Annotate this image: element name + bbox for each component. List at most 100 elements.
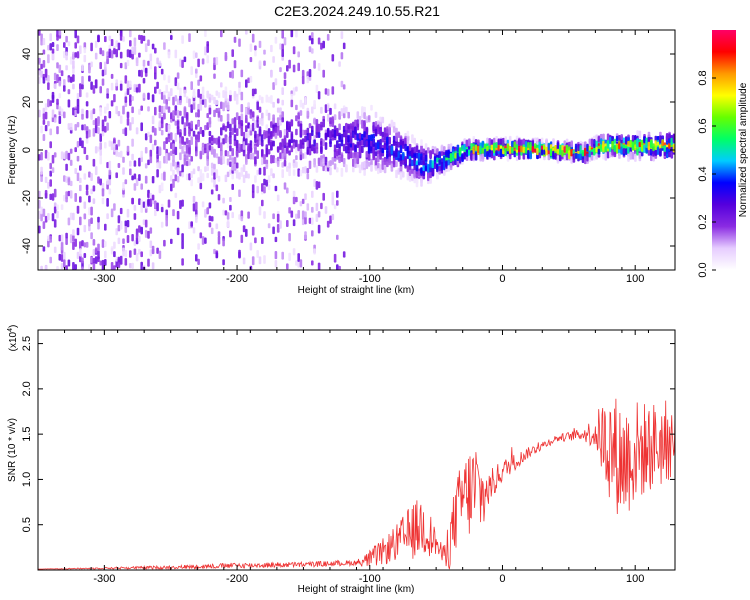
spectrogram-cell — [213, 109, 216, 118]
spectrogram-cell — [119, 51, 123, 59]
spectrogram-cell — [263, 178, 266, 186]
spectrogram-cell — [365, 140, 369, 148]
spectrogram-cell — [281, 30, 284, 39]
spectrogram-cell — [165, 84, 168, 94]
spectrogram-cell — [201, 147, 205, 156]
spectrogram-cell — [206, 122, 209, 130]
spectrogram-cell — [199, 152, 203, 160]
colorbar-tick-label: 0.8 — [697, 70, 709, 85]
spectrogram-cell — [399, 171, 403, 180]
spectrogram-cell — [479, 154, 482, 162]
spectrogram-cell — [44, 111, 48, 120]
spectrogram-cell — [97, 216, 100, 223]
spectrogram-cell — [206, 113, 209, 119]
spectrogram-cell — [174, 133, 178, 142]
spectrogram-cell — [44, 68, 48, 78]
spectrogram-cell — [493, 142, 496, 151]
spectrogram-cell — [295, 139, 298, 149]
spectrogram-cell — [311, 206, 314, 213]
spectrogram-cell — [85, 241, 89, 248]
spectrogram-cell — [367, 154, 371, 161]
spectrogram-cell — [217, 231, 221, 237]
spectrogram-cell — [115, 79, 118, 87]
spectrogram-cell — [433, 155, 437, 162]
spectrogram-cell — [620, 146, 623, 154]
spectrogram-cell — [197, 58, 200, 68]
spectrogram-cell — [559, 147, 562, 156]
spectrogram-cell — [274, 185, 278, 192]
spectrogram-cell — [267, 149, 271, 155]
spectrogram-cell — [74, 124, 77, 131]
spectrogram-cell — [540, 149, 544, 156]
spectrogram-cell — [40, 152, 43, 161]
spectrogram-cell — [51, 48, 55, 54]
spectrogram-cell — [56, 74, 59, 84]
spectrogram-cell — [104, 142, 107, 149]
x-tick-label: -100 — [359, 573, 381, 585]
spectrogram-cell — [472, 136, 476, 143]
spectrogram-cell — [201, 86, 205, 95]
spectrogram-cell — [94, 52, 98, 60]
x-tick-label: 100 — [626, 573, 644, 585]
spectrogram-cell — [358, 133, 362, 139]
spectrogram-cell — [445, 160, 448, 168]
spectrogram-cell — [413, 146, 416, 154]
spectrogram-cell — [188, 147, 191, 155]
spectrogram-cell — [222, 125, 225, 131]
spectrogram-cell — [506, 154, 510, 162]
spectrogram-cell — [222, 155, 225, 164]
spectrogram-cell — [313, 100, 316, 108]
spectrogram-cell — [251, 111, 255, 118]
spectrogram-cell — [197, 177, 200, 184]
spectrogram-cell — [231, 162, 234, 171]
spectrogram-cell — [129, 250, 132, 258]
spectrogram-cell — [258, 256, 262, 265]
spectrogram-cell — [424, 166, 428, 172]
spectrogram-cell — [117, 42, 121, 51]
spectrogram-cell — [420, 156, 423, 165]
spectrogram-cell — [172, 154, 175, 163]
spectrogram-cell — [370, 104, 373, 111]
spectrogram-cell — [263, 156, 266, 165]
spectrogram-cell — [74, 109, 77, 116]
spectrogram-cell — [158, 105, 162, 113]
spectrogram-cell — [379, 128, 382, 137]
spectrogram-cell — [308, 35, 312, 41]
spectrogram-cell — [204, 98, 207, 108]
spectrogram-cell — [106, 162, 109, 169]
colorbar-tick-label: 0.6 — [697, 118, 709, 133]
spectrogram-cell — [506, 144, 510, 152]
spectrogram-cell — [185, 137, 189, 145]
spectrogram-cell — [110, 141, 114, 151]
spectrogram-cell — [249, 57, 253, 63]
colorbar-title: Normalized spectral amplitude — [738, 82, 749, 217]
spectrogram-cell — [349, 151, 353, 159]
spectrogram-cell — [333, 149, 337, 159]
spectrogram-cell — [138, 225, 141, 233]
spectrogram-cell — [38, 30, 41, 36]
y-tick-label: 40 — [21, 48, 33, 60]
spectrogram-cell — [113, 203, 116, 211]
spectrogram-cell — [299, 123, 303, 133]
spectrogram-cell — [306, 168, 310, 174]
spectrogram-cell — [174, 77, 178, 87]
spectrogram-cell — [176, 176, 180, 183]
spectrogram-cell — [313, 248, 316, 255]
spectrogram-cell — [49, 100, 52, 107]
spectrogram-cell — [40, 265, 43, 270]
spectrogram-cell — [249, 43, 253, 52]
spectrogram-cell — [631, 139, 635, 148]
spectrogram-cell — [638, 152, 642, 159]
spectrogram-cell — [279, 119, 282, 126]
spectrogram-cell — [199, 104, 203, 111]
spectrogram-cell — [372, 153, 375, 161]
spectrogram-cell — [113, 94, 116, 103]
spectrogram-cell — [85, 92, 89, 98]
spectrogram-cell — [522, 138, 526, 145]
spectrogram-cell — [452, 159, 455, 166]
spectrogram-cell — [44, 103, 48, 111]
spectrogram-cell — [301, 210, 305, 220]
spectrogram-cell — [224, 134, 228, 144]
spectrogram-cell — [151, 176, 155, 184]
